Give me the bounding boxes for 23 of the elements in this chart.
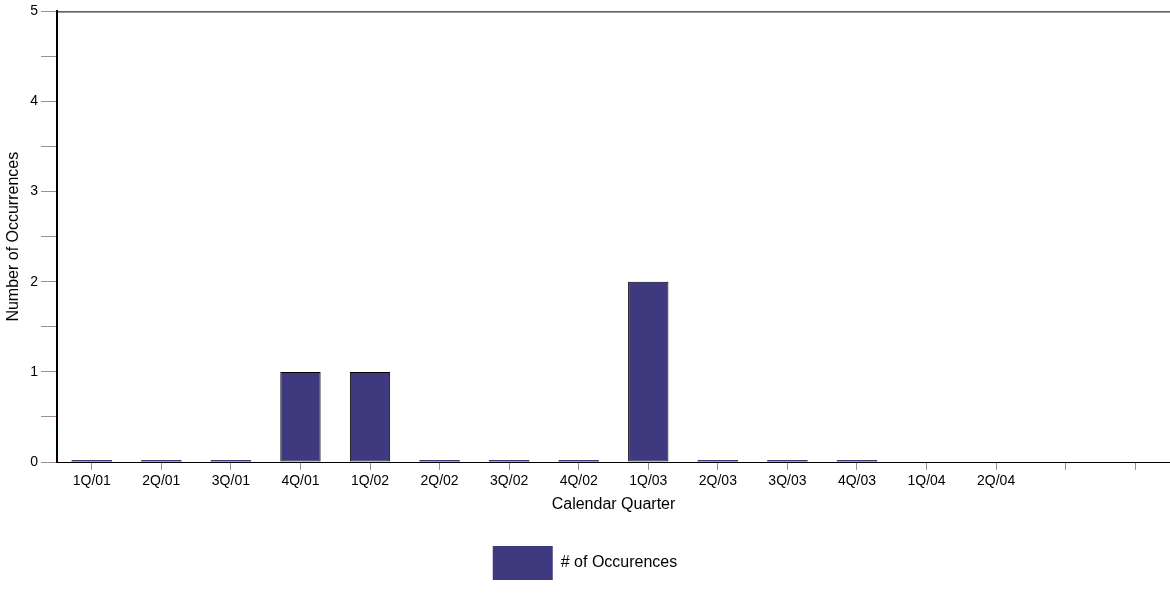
x-tick-label: 4Q/03 [837,472,877,489]
x-tick-label: 2Q/03 [698,472,738,489]
x-axis-title: Calendar Quarter [551,494,676,512]
x-tick-label: 2Q/02 [420,472,459,489]
legend-label: # of Occurences [560,553,678,571]
y-axis-title: Number of Occurrences [4,151,22,322]
y-tick-label: 5 [30,2,39,19]
x-tick-label: 4Q/01 [281,472,320,489]
x-tick-label: 3Q/03 [768,472,807,489]
x-tick-label: 1Q/03 [629,472,668,489]
y-tick-label: 0 [30,452,39,469]
x-tick-label: 3Q/02 [490,472,529,489]
y-tick-label: 1 [30,362,39,379]
y-tick-label: 3 [30,182,39,199]
x-tick-label: 3Q/01 [211,472,251,489]
x-tick-label: 1Q/04 [907,472,946,489]
y-tick-label: 2 [30,272,39,289]
y-tick-label: 4 [30,92,39,109]
x-tick-label: 2Q/01 [142,472,181,489]
x-tick-label: 2Q/04 [977,472,1016,489]
x-tick-label: 4Q/02 [559,472,598,489]
x-tick-label: 1Q/02 [350,472,390,489]
x-tick-label: 1Q/01 [72,472,112,489]
